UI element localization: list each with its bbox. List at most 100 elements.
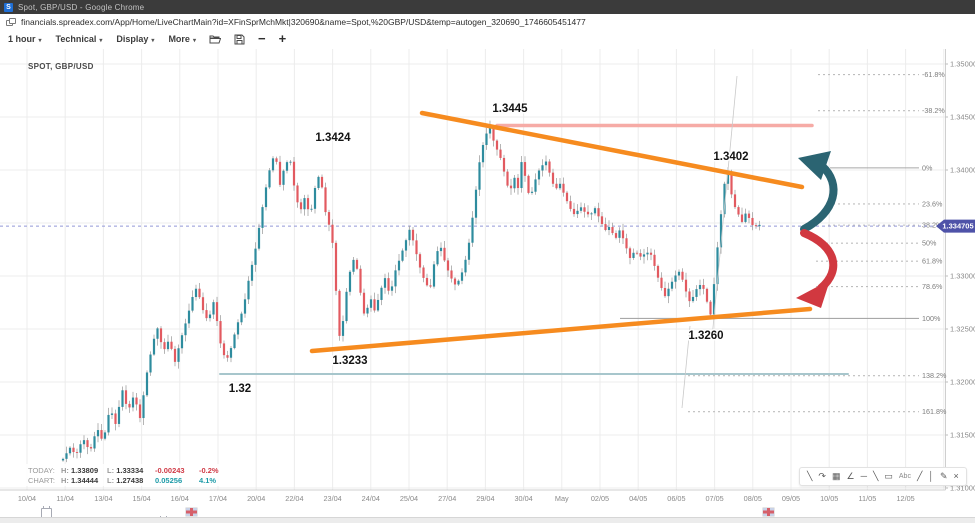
- date-axis: 10/04 11/04 13/04 15/04 16/04 17/04 20/04 22/04…: [18, 494, 915, 503]
- descending-trendline: [419, 110, 805, 190]
- chevron-down-icon: ▾: [99, 38, 103, 44]
- annotation-label: 1.3402: [713, 151, 748, 163]
- fib-level-label: 138.2%: [922, 371, 947, 380]
- line-tool-button[interactable]: ╲: [807, 471, 813, 481]
- date-tick-label: 30/04: [514, 494, 532, 503]
- ray-tool-button[interactable]: ╱: [916, 471, 923, 481]
- zoom-out-button[interactable]: −: [257, 31, 266, 46]
- text-tool-button[interactable]: Abc: [898, 473, 911, 480]
- zoom-in-button[interactable]: +: [278, 31, 287, 46]
- grid-lines: [0, 49, 946, 491]
- url-text[interactable]: financials.spreadex.com/App/Home/LiveCha…: [21, 16, 586, 27]
- fib-level-label: 0%: [922, 163, 933, 172]
- date-tick-label: 11/04: [56, 494, 74, 503]
- today-stats-row: TODAY: H: 1.33809 L: 1.33334 -0.00243 -0…: [28, 465, 219, 475]
- drawing-toolbar: ╲ ↷ ▦ ∠ ─ ╲ ▭ Abc ╱ │ ✎ ×: [799, 467, 967, 486]
- more-dropdown[interactable]: More ▾: [168, 34, 196, 44]
- annotation-label: 1.3445: [492, 103, 528, 115]
- trend-lines[interactable]: [309, 110, 813, 354]
- close-tool-button[interactable]: ×: [953, 471, 959, 481]
- date-tick-label: 24/04: [362, 494, 380, 503]
- date-tick-label: 27/04: [438, 494, 456, 503]
- save-chart-button[interactable]: [234, 34, 245, 45]
- date-tick-label: 13/04: [94, 494, 112, 503]
- date-tick-label: 04/05: [629, 494, 647, 503]
- symbol-label: SPOT, GBP/USD: [28, 62, 94, 71]
- chevron-down-icon: ▾: [192, 38, 196, 44]
- current-price-badge: 1.334705: [936, 219, 975, 233]
- chart-toolbar: 1 hour ▾ Technical ▾ Display ▾ More ▾ − +: [0, 29, 975, 50]
- fib-level-label: 161.8%: [922, 407, 947, 416]
- up-arrowhead-icon: [798, 151, 831, 180]
- svg-text:1.334705: 1.334705: [942, 222, 973, 231]
- annotation-label: 1.3424: [315, 132, 351, 144]
- date-tick-label: 22/04: [285, 494, 303, 503]
- horizontal-line-tool-button[interactable]: ─: [860, 471, 867, 481]
- fib-level-label: -38.2%: [922, 106, 945, 115]
- date-tick-label: 11/05: [859, 494, 877, 503]
- price-tick-label: 1.34000: [950, 166, 975, 175]
- annotation-label: 1.3260: [688, 330, 723, 342]
- price-tick-label: 1.35000: [950, 60, 975, 69]
- fib-guide-lines: [681, 75, 738, 409]
- window-title: Spot, GBP/USD - Google Chrome: [18, 2, 145, 12]
- angle-tool-button[interactable]: ∠: [846, 471, 855, 481]
- price-tick-label: 1.34500: [950, 113, 975, 122]
- price-levels[interactable]: [219, 123, 849, 375]
- polyline-tool-button[interactable]: ↷: [818, 471, 826, 481]
- date-tick-label: 02/05: [591, 494, 609, 503]
- date-tick-label: 12/05: [896, 494, 914, 503]
- browser-address-bar[interactable]: financials.spreadex.com/App/Home/LiveCha…: [0, 14, 975, 30]
- rectangle-tool-button[interactable]: ▭: [884, 471, 893, 481]
- date-tick-label: 10/05: [820, 494, 838, 503]
- open-chart-button[interactable]: [209, 34, 221, 44]
- window-bottom-edge: [0, 517, 975, 523]
- chevron-down-icon: ▾: [38, 38, 42, 44]
- open-folder-icon: [209, 35, 221, 44]
- chart-stats-row: CHART: H: 1.34444 L: 1.27438 0.05256 4.1…: [28, 475, 217, 485]
- display-dropdown[interactable]: Display ▾: [116, 34, 155, 44]
- date-tick-label: 09/05: [782, 494, 800, 503]
- price-axis: 1.350001.345001.340001.335001.330001.325…: [945, 60, 975, 493]
- fib-level-label: 100%: [922, 314, 941, 323]
- window-titlebar: S Spot, GBP/USD - Google Chrome: [0, 0, 975, 14]
- date-tick-label: 08/05: [744, 494, 762, 503]
- trend-segment-tool-button[interactable]: ╲: [872, 471, 879, 481]
- chart-area[interactable]: -61.8% -38.2% 0% 23.6% 38.2% 50% 61.8% 78.6% 100…: [0, 49, 975, 523]
- fib-level-label: 50%: [922, 239, 937, 248]
- grid-tool-button[interactable]: ▦: [831, 471, 841, 481]
- brush-tool-button[interactable]: ✎: [940, 471, 948, 481]
- app-favicon-icon: S: [4, 2, 13, 12]
- site-icon: [6, 17, 16, 26]
- price-tick-label: 1.32000: [950, 378, 975, 387]
- annotation-label: 1.3233: [332, 355, 367, 367]
- candlestick-chart[interactable]: -61.8% -38.2% 0% 23.6% 38.2% 50% 61.8% 78.6% 100…: [0, 49, 975, 517]
- date-tick-label: 16/04: [171, 494, 189, 503]
- uk-flag-event-icon[interactable]: [186, 508, 197, 516]
- price-tick-label: 1.31500: [950, 431, 975, 440]
- uk-flag-event-icon[interactable]: [763, 508, 774, 516]
- date-tick-label: 07/05: [705, 494, 723, 503]
- candlestick-series: [61, 120, 761, 463]
- date-tick-label: 10/04: [18, 494, 36, 503]
- price-annotations: 1.3424 1.3445 1.3402 1.3233 1.32 1.3260: [227, 102, 750, 397]
- chevron-down-icon: ▾: [151, 38, 155, 44]
- direction-arrows[interactable]: [796, 151, 838, 308]
- up-scenario-arrow: [800, 162, 838, 233]
- interval-dropdown[interactable]: 1 hour ▾: [8, 34, 42, 44]
- fib-level-label: 61.8%: [922, 257, 943, 266]
- fib-level-label: -61.8%: [922, 70, 945, 79]
- technical-dropdown[interactable]: Technical ▾: [55, 34, 103, 44]
- price-tick-label: 1.31000: [950, 484, 975, 493]
- fib-level-label: 38.2%: [922, 221, 943, 230]
- date-tick-label: 25/04: [400, 494, 418, 503]
- save-icon: [234, 34, 245, 44]
- fib-level-label: 78.6%: [922, 282, 943, 291]
- fibonacci-retracement[interactable]: -61.8% -38.2% 0% 23.6% 38.2% 50% 61.8% 78.6% 100…: [620, 70, 947, 416]
- ohlc-info-box: TODAY: H: 1.33809 L: 1.33334 -0.00243 -0…: [26, 464, 229, 486]
- date-tick-label: 20/04: [247, 494, 265, 503]
- price-tick-label: 1.33000: [950, 272, 975, 281]
- date-tick-label: 15/04: [132, 494, 150, 503]
- price-tick-label: 1.32500: [950, 325, 975, 334]
